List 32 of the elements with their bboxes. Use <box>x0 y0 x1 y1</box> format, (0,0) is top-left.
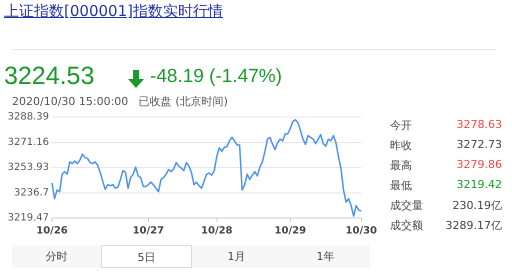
y-tick-label: 3271.16 <box>8 136 49 148</box>
x-tick-label: 10/27 <box>132 226 164 237</box>
text: 3279.86 <box>456 158 502 173</box>
text: 3278.63 <box>456 118 502 133</box>
text: 3219.42 <box>456 178 502 193</box>
text: 230.19亿 <box>452 198 502 214</box>
x-tick-label: 10/26 <box>36 226 68 237</box>
text: 2020/10/30 15:00:00 <box>12 95 128 108</box>
text: 昨收 <box>390 138 412 154</box>
text: 今开 <box>390 118 412 134</box>
text: 1年 <box>281 245 370 268</box>
text: -48.19 (-1.47%) <box>150 66 282 88</box>
y-tick-label: 3236.7 <box>14 187 49 198</box>
text: 已收盘 <box>138 95 172 108</box>
y-tick-label: 3219.47 <box>8 212 49 224</box>
y-tick-label: 3253.93 <box>8 162 49 174</box>
text: 成交额 <box>390 218 423 234</box>
text: 成交量 <box>390 198 423 214</box>
x-tick-label: 10/29 <box>274 226 306 237</box>
text: (北京时间) <box>175 95 228 108</box>
text: 3289.17亿 <box>446 218 502 234</box>
text: 最低 <box>390 178 412 194</box>
chart-subtitle: 3224.53 <box>4 62 94 91</box>
y-tick-label: 3288.39 <box>8 112 49 123</box>
chart-title: 上证指数[000001]指数实时行情 <box>4 2 223 21</box>
text: 5日 <box>101 245 192 268</box>
x-tick-label: 10/28 <box>201 226 233 237</box>
text: 1月 <box>192 245 281 268</box>
text: 分时 <box>12 245 101 268</box>
text: 3272.73 <box>456 138 502 153</box>
text: 最高 <box>390 158 412 174</box>
x-tick-label: 10/30 <box>346 226 378 237</box>
